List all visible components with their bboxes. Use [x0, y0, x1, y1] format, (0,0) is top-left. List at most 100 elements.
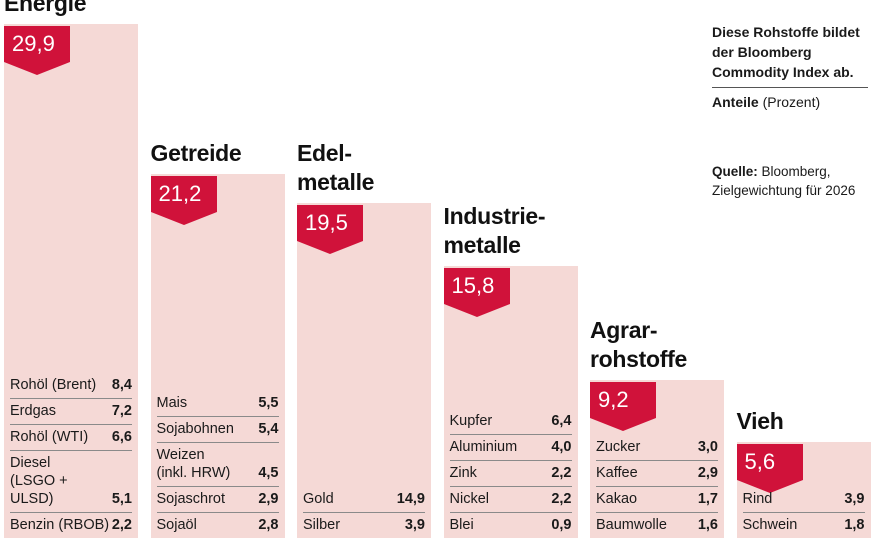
item-row: Gold 14,9	[303, 487, 425, 512]
item-name: Blei	[449, 517, 474, 533]
value-badge-getreide: 21,2	[150, 175, 217, 225]
category-label-energie: Energie	[4, 0, 87, 16]
category-label-industrie-metalle: Industrie- metalle	[443, 203, 546, 259]
source-text: Bloomberg, Zielgewichtung für 2026	[712, 164, 856, 198]
item-value: 2,2	[551, 491, 572, 507]
item-row: Nickel 2,2	[449, 486, 572, 512]
value-badge-vieh: 5,6	[736, 443, 803, 493]
item-row: Benzin (RBOB) 2,2	[10, 512, 132, 538]
item-row: Zink 2,2	[449, 460, 572, 486]
item-name: Sojaschrot	[156, 491, 226, 507]
item-row: Sojabohnen 5,4	[156, 416, 279, 442]
item-value: 5,1	[111, 491, 132, 507]
item-name: Zucker	[596, 439, 641, 455]
item-row: Baumwolle 1,6	[596, 512, 718, 538]
item-name: Erdgas	[10, 403, 56, 419]
badge-pointer	[590, 417, 656, 431]
item-name: Nickel	[449, 491, 489, 507]
category-label-getreide: Getreide	[150, 139, 242, 166]
item-row: Sojaöl 2,8	[156, 512, 279, 538]
item-value: 5,4	[258, 421, 279, 437]
item-list-industrie-metalle: Kupfer 6,4 Aluminium 4,0 Zink 2,2 Nickel 2,2 Ble…	[449, 409, 572, 538]
item-value: 1,8	[844, 517, 865, 533]
category-label-agrar-rohstoffe: Agrar- rohstoffe	[590, 316, 687, 372]
item-name: Kaffee	[596, 465, 638, 481]
item-row: Mais 5,5	[157, 391, 279, 416]
category-label-vieh: Vieh	[736, 407, 784, 434]
item-row: Rohöl (WTI) 6,6	[10, 424, 132, 450]
item-name: Sojabohnen	[156, 421, 234, 437]
item-value: 4,0	[551, 439, 572, 455]
value-badge-agrar-rohstoffe: 9,2	[590, 381, 656, 431]
item-name: Diesel (LSGO + ULSD)	[10, 455, 68, 507]
category-energie: Energie 29,9 Rohöl (Brent) 8,4 Erdgas 7,2 Rohö…	[4, 0, 138, 538]
value-badge-industrie-metalle: 15,8	[443, 268, 510, 318]
item-row: Sojaschrot 2,9	[156, 486, 279, 512]
item-row: Silber 3,9	[303, 512, 425, 538]
item-value: 7,2	[111, 403, 132, 419]
item-name: Kakao	[596, 491, 638, 507]
item-value: 2,9	[258, 491, 279, 507]
note-title: Diese Rohstoffe bildet der Bloomberg Com…	[712, 24, 860, 80]
item-row: Rohöl (Brent) 8,4	[10, 373, 132, 398]
item-row: Kaffee 2,9	[596, 460, 718, 486]
item-row: Kupfer 6,4	[450, 409, 572, 434]
item-row: Weizen (inkl. HRW) 4,5	[156, 442, 279, 486]
item-name: Rohöl (Brent)	[10, 377, 97, 393]
item-name: Silber	[303, 517, 341, 533]
badge-pointer	[443, 304, 510, 318]
value-badge-energie: 29,9	[4, 26, 70, 75]
unit-label: Anteile (Prozent)	[712, 92, 820, 112]
value-label-vieh: 5,6	[736, 443, 803, 480]
value-badge-edel-metalle: 19,5	[297, 204, 363, 254]
item-list-getreide: Mais 5,5 Sojabohnen 5,4 Weizen (inkl. HRW) 4,…	[156, 391, 279, 538]
category-industrie-metalle: Industrie- metalle 15,8 Kupfer 6,4 Aluminium…	[443, 0, 578, 538]
source-label: Quelle:	[712, 164, 758, 179]
item-value: 2,8	[258, 517, 279, 533]
value-label-agrar-rohstoffe: 9,2	[590, 381, 656, 418]
item-value: 1,7	[697, 491, 718, 507]
bar-energie	[4, 24, 138, 538]
category-getreide: Getreide 21,2 Mais 5,5 Sojabohnen 5,4 Weizen (…	[150, 0, 285, 538]
item-row: Rind 3,9	[743, 487, 865, 512]
item-row: Diesel (LSGO + ULSD) 5,1	[10, 450, 132, 512]
unit-label-text: (Prozent)	[758, 94, 821, 110]
bar-getreide	[150, 173, 285, 538]
item-list-energie: Rohöl (Brent) 8,4 Erdgas 7,2 Rohöl (WTI) 6,6 D…	[10, 373, 132, 538]
item-value: 8,4	[111, 377, 132, 393]
item-name: Baumwolle	[596, 517, 667, 533]
note-divider	[712, 87, 868, 88]
item-name: Mais	[156, 395, 188, 411]
item-name: Kupfer	[449, 413, 493, 429]
item-name: Aluminium	[449, 439, 518, 455]
item-value: 3,9	[404, 517, 425, 533]
item-value: 2,2	[551, 465, 572, 481]
item-row: Aluminium 4,0	[449, 434, 572, 460]
badge-pointer	[150, 211, 217, 225]
item-value: 14,9	[396, 491, 425, 507]
item-value: 2,2	[111, 517, 132, 533]
item-name: Benzin (RBOB)	[10, 517, 110, 533]
item-name: Weizen (inkl. HRW)	[156, 447, 231, 481]
value-label-energie: 29,9	[4, 26, 70, 62]
badge-pointer	[4, 62, 70, 75]
value-label-industrie-metalle: 15,8	[443, 268, 510, 305]
item-value: 5,5	[258, 395, 279, 411]
unit-label-bold: Anteile	[712, 94, 759, 110]
item-name: Sojaöl	[156, 517, 197, 533]
value-label-getreide: 21,2	[150, 175, 217, 212]
item-value: 6,4	[551, 413, 572, 429]
item-name: Gold	[303, 491, 334, 507]
item-name: Rind	[742, 491, 773, 507]
category-agrar-rohstoffe: Agrar- rohstoffe 9,2 Zucker 3,0 Kaffee 2,9 Kak…	[590, 0, 724, 538]
item-value: 3,0	[697, 439, 718, 455]
value-label-edel-metalle: 19,5	[297, 204, 363, 241]
item-row: Schwein 1,8	[742, 512, 865, 538]
source-note: Quelle: Bloomberg, Zielgewichtung für 20…	[712, 162, 855, 200]
item-list-edel-metalle: Gold 14,9 Silber 3,9	[303, 487, 425, 538]
item-value: 2,9	[697, 465, 718, 481]
bar-edel-metalle	[297, 202, 431, 538]
item-row: Blei 0,9	[449, 512, 572, 538]
item-value: 4,5	[258, 465, 279, 481]
badge-pointer	[736, 479, 803, 493]
